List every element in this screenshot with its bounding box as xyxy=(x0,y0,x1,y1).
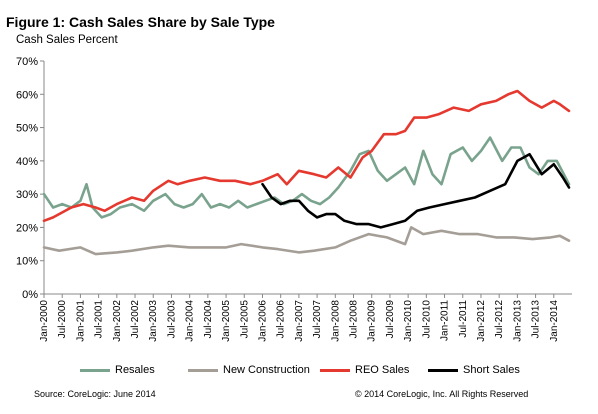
x-tick-label: Jul-2011 xyxy=(458,300,469,338)
x-tick-label: Jan-2014 xyxy=(549,300,560,342)
source-note: Source: CoreLogic: June 2014 xyxy=(34,389,156,399)
x-tick-label: Jan-2006 xyxy=(257,300,268,342)
x-tick-label: Jul-2004 xyxy=(203,300,214,339)
x-tick-label: Jan-2007 xyxy=(294,300,305,342)
y-tick-label: 60% xyxy=(16,89,38,101)
series-line-short-sales xyxy=(261,152,571,229)
legend-item-reo-sales: REO Sales xyxy=(320,364,409,376)
x-tick-label: Jan-2000 xyxy=(39,300,50,342)
x-tick-label: Jan-2001 xyxy=(75,300,86,342)
legend-swatch-reo-sales xyxy=(320,368,350,372)
x-tick-label: Jan-2005 xyxy=(221,300,232,342)
y-tick-label: 0% xyxy=(22,289,38,301)
legend-label-reo-sales: REO Sales xyxy=(355,364,410,376)
x-tick-label: Jul-2008 xyxy=(349,300,360,339)
legend-swatch-new-construction xyxy=(188,368,218,372)
x-tick-label: Jan-2003 xyxy=(148,300,159,342)
y-tick-label: 30% xyxy=(16,189,38,201)
legend-swatch-resales xyxy=(80,368,110,372)
x-tick-label: Jul-2003 xyxy=(166,300,177,339)
x-tick-label: Jul-2009 xyxy=(385,300,396,339)
chart-title: Figure 1: Cash Sales Share by Sale Type xyxy=(6,14,275,30)
x-tick-label: Jul-2010 xyxy=(421,300,432,339)
x-tick-label: Jul-2006 xyxy=(276,300,287,339)
x-tick-label: Jan-2004 xyxy=(185,300,196,342)
series-line-new-construction xyxy=(42,226,571,256)
x-tick-label: Jan-2013 xyxy=(512,300,523,342)
y-tick-label: 70% xyxy=(16,56,38,68)
x-tick-label: Jul-2001 xyxy=(94,300,105,339)
x-tick-label: Jan-2009 xyxy=(367,300,378,342)
copyright-note: © 2014 CoreLogic, Inc. All Rights Reserv… xyxy=(355,389,529,399)
x-tick-label: Jan-2002 xyxy=(112,300,123,342)
legend-item-short-sales: Short Sales xyxy=(428,364,520,376)
x-tick-label: Jul-2005 xyxy=(239,300,250,339)
x-tick-label: Jan-2012 xyxy=(476,300,487,342)
legend-item-new-construction: New Construction xyxy=(188,364,310,376)
series-line-reo-sales xyxy=(42,89,571,223)
y-tick-label: 10% xyxy=(16,256,38,268)
x-tick-label: Jan-2011 xyxy=(440,300,451,341)
legend-swatch-short-sales xyxy=(428,368,458,372)
x-tick-label: Jul-2000 xyxy=(57,300,68,339)
x-tick-label: Jul-2007 xyxy=(312,300,323,339)
x-tick-label: Jul-2012 xyxy=(494,300,505,339)
legend-label-short-sales: Short Sales xyxy=(463,364,520,376)
y-axis-label: Cash Sales Percent xyxy=(16,34,118,46)
y-tick-label: 20% xyxy=(16,222,38,234)
y-tick-label: 50% xyxy=(16,123,38,135)
x-tick-label: Jan-2010 xyxy=(403,300,414,342)
y-tick-label: 40% xyxy=(16,156,38,168)
x-tick-label: Jul-2002 xyxy=(130,300,141,339)
x-tick-label: Jul-2013 xyxy=(531,300,542,339)
legend-item-resales: Resales xyxy=(80,364,155,376)
legend-label-new-construction: New Construction xyxy=(223,364,310,376)
series-line-resales xyxy=(42,136,571,219)
x-tick-label: Jan-2008 xyxy=(330,300,341,342)
legend: Resales New Construction REO Sales Short… xyxy=(80,364,590,378)
legend-label-resales: Resales xyxy=(115,364,155,376)
